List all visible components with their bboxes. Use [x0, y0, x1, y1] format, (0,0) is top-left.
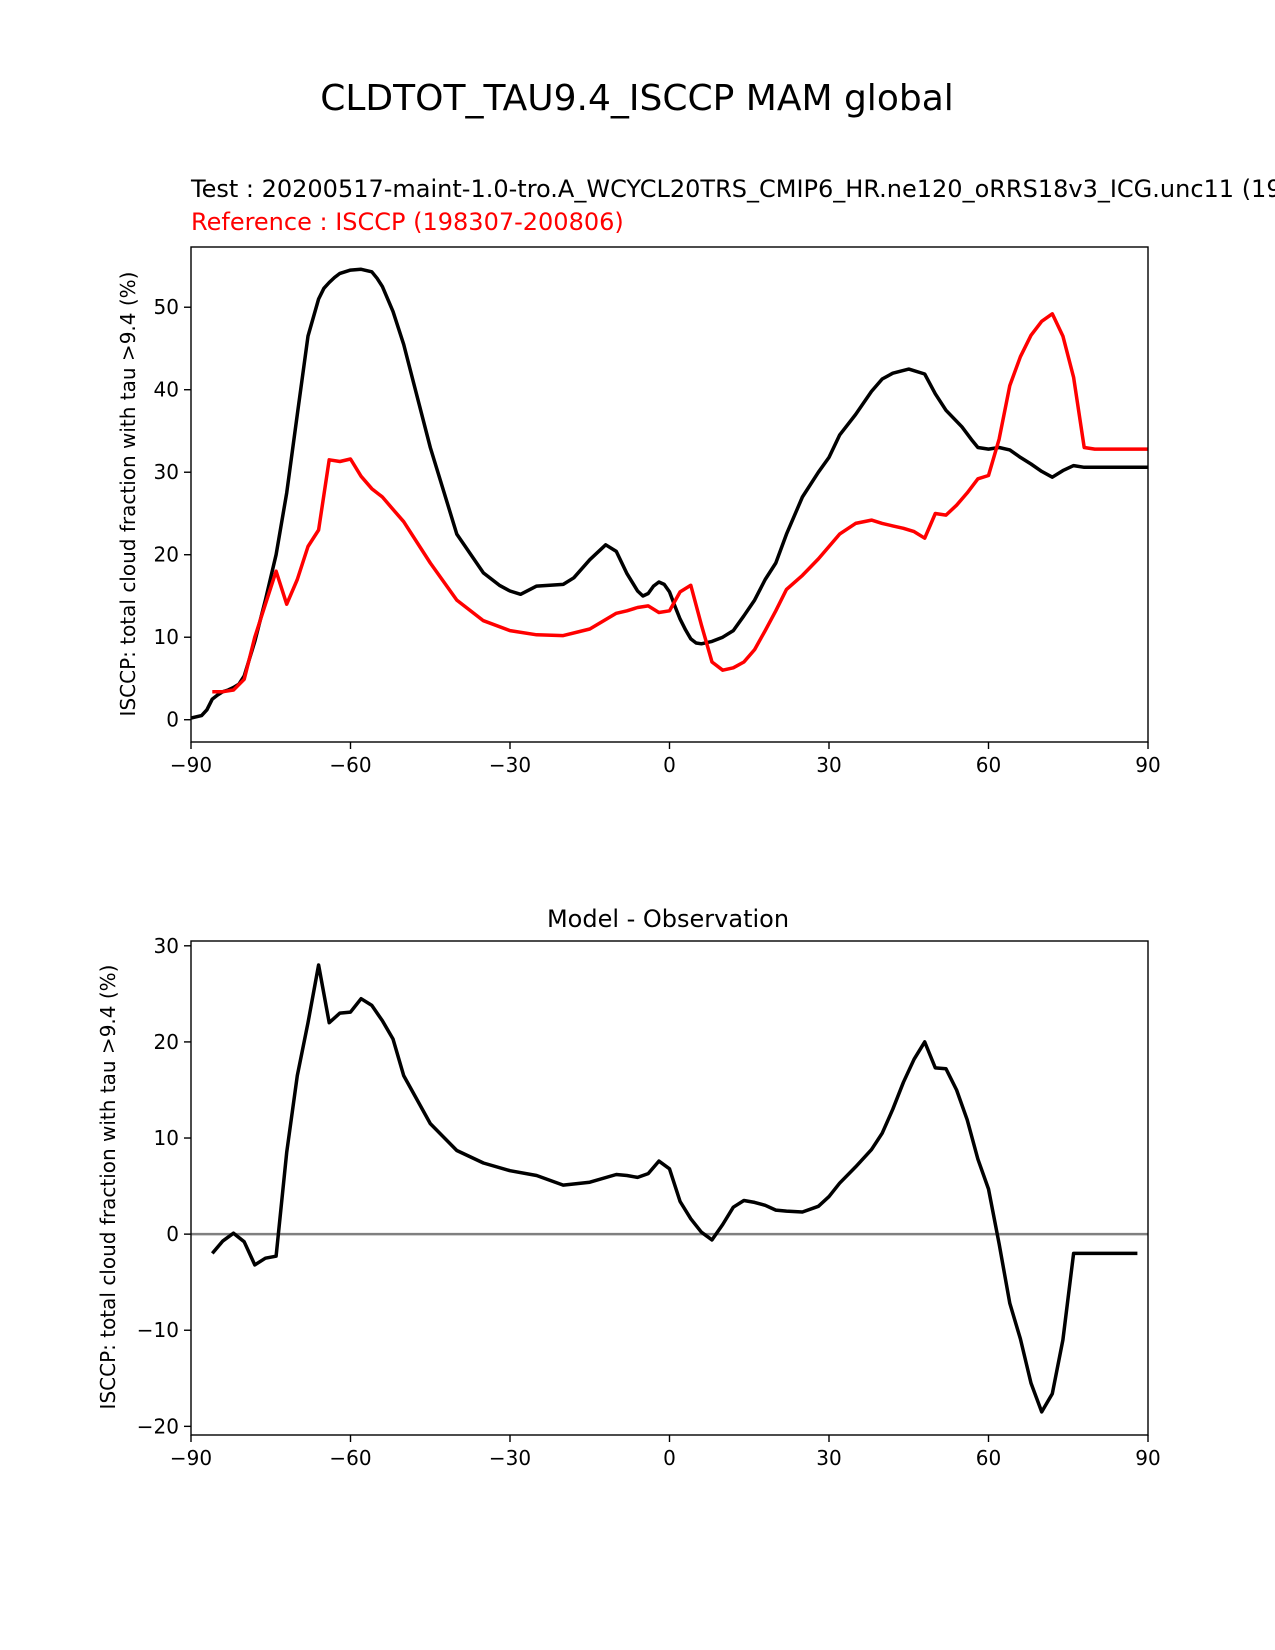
bottom-ytick-label: 20	[154, 1030, 179, 1054]
bottom-frame	[190, 940, 1149, 1436]
bottom-ytick-label: 10	[154, 1126, 179, 1150]
top-ytick-label: 30	[154, 460, 179, 484]
top-reference-title: Reference : ISCCP (198307-200806)	[191, 208, 624, 236]
top-ytick-label: 20	[154, 543, 179, 567]
bottom-y-axis-label: ISCCP: total cloud fraction with tau >9.…	[96, 965, 120, 1410]
bottom-ytick-label: 0	[166, 1222, 179, 1246]
top-series-test	[191, 267, 1148, 720]
top-xtick-label: 30	[816, 753, 841, 777]
bottom-panel: Model - Observation ISCCP: total cloud f…	[96, 905, 1161, 1470]
figure-suptitle: CLDTOT_TAU9.4_ISCCP MAM global	[320, 78, 954, 119]
top-xtick-label: −90	[170, 753, 212, 777]
bottom-plot-area: −90 −60 −30 0 30 60 90 −20 −10 0 10 20 30	[137, 934, 1161, 1470]
top-plot-area: −90 −60 −30 0 30 60 90 0 10 20 30 40 50	[154, 246, 1161, 777]
top-xtick-label: 90	[1135, 753, 1160, 777]
top-ytick-label: 0	[166, 708, 179, 732]
bottom-xtick-label: −60	[329, 1446, 371, 1470]
bottom-xtick-label: 30	[816, 1446, 841, 1470]
top-xtick-label: 0	[663, 753, 676, 777]
bottom-xtick-label: 60	[976, 1446, 1001, 1470]
bottom-ytick-label: −20	[137, 1414, 179, 1438]
bottom-xtick-label: 0	[663, 1446, 676, 1470]
top-xtick-label: 60	[976, 753, 1001, 777]
top-series-group	[191, 267, 1148, 720]
bottom-xtick-label: −30	[489, 1446, 531, 1470]
top-ytick-label: 10	[154, 625, 179, 649]
top-y-axis-label: ISCCP: total cloud fraction with tau >9.…	[116, 272, 140, 717]
top-xtick-label: −60	[329, 753, 371, 777]
bottom-ytick-label: −10	[137, 1318, 179, 1342]
bottom-ytick-label: 30	[154, 934, 179, 958]
bottom-series-difference	[210, 963, 1138, 1414]
top-xtick-label: −30	[489, 753, 531, 777]
bottom-xtick-label: −90	[170, 1446, 212, 1470]
top-test-title: Test : 20200517-maint-1.0-tro.A_WCYCL20T…	[190, 175, 1275, 203]
bottom-title: Model - Observation	[547, 905, 789, 933]
bottom-xtick-label: 90	[1135, 1446, 1160, 1470]
top-series-reference	[212, 312, 1148, 694]
bottom-series-group	[191, 963, 1148, 1414]
top-ytick-label: 40	[154, 378, 179, 402]
top-panel: Test : 20200517-maint-1.0-tro.A_WCYCL20T…	[116, 175, 1275, 777]
top-ytick-label: 50	[154, 295, 179, 319]
top-frame	[190, 246, 1149, 743]
